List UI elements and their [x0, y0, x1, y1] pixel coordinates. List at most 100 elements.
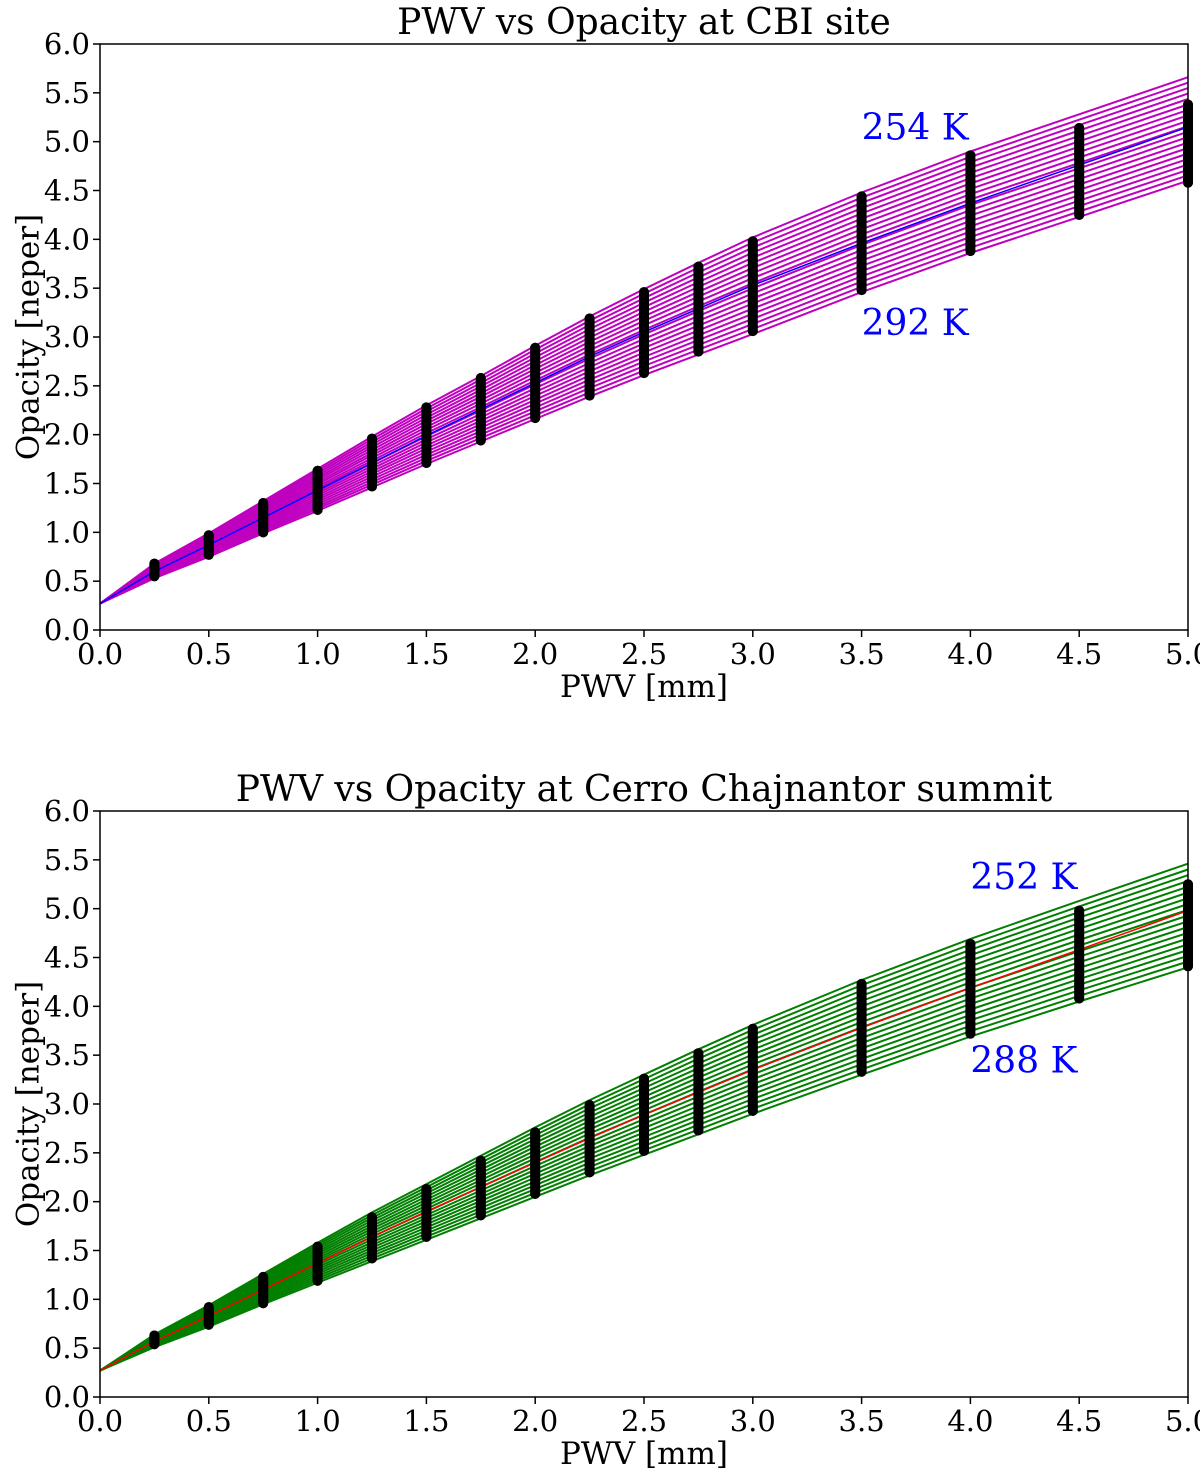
temperature-label: 252 K: [970, 857, 1078, 898]
marker-point: [693, 261, 704, 272]
y-tick-label: 4.0: [44, 989, 90, 1023]
x-tick-label: 3.5: [839, 1404, 885, 1438]
temperature-annotations: 254 K 292 K: [862, 108, 970, 344]
marker-point: [856, 191, 867, 202]
x-tick-label: 0.0: [77, 637, 123, 671]
marker-point: [530, 1127, 541, 1138]
marker-point: [530, 342, 541, 353]
x-tick-label: 0.0: [77, 1404, 123, 1438]
y-tick-label: 3.5: [44, 271, 90, 305]
x-tick-label: 1.5: [403, 637, 449, 671]
x-tick-label: 0.5: [186, 1404, 232, 1438]
marker-point: [1074, 122, 1085, 133]
y-tick-label: 2.5: [44, 369, 90, 403]
marker-point: [1074, 905, 1085, 916]
y-tick-label: 0.5: [44, 564, 90, 598]
y-tick-label: 0.5: [44, 1331, 90, 1365]
marker-point: [367, 1212, 377, 1223]
y-tick-label: 5.5: [44, 76, 90, 110]
y-tick-label: 6.0: [44, 27, 90, 61]
temperature-curve: [99, 174, 1189, 605]
temperature-curve: [99, 960, 1189, 1372]
x-tick-label: 4.0: [947, 1404, 993, 1438]
marker-point: [258, 498, 269, 509]
y-axis-label: Opacity [neper]: [11, 214, 47, 460]
x-tick-label: 2.0: [512, 637, 558, 671]
temperature-label: 288 K: [970, 1041, 1078, 1082]
x-tick-label: 2.5: [621, 637, 667, 671]
y-tick-label: 3.5: [44, 1038, 90, 1072]
x-tick-label: 1.0: [295, 637, 341, 671]
chart-cerro-chajnantor-summit: 0.0 0.5 1.0 1.5 2.0 2.5 3.0 3.5 4.0 4.5 5.0 0.0 0.5…: [11, 769, 1200, 1472]
marker-point: [965, 938, 976, 949]
chart-plot-area: [99, 862, 1193, 1372]
x-axis-ticks: 0.0 0.5 1.0 1.5 2.0 2.5 3.0 3.5 4.0 4.5 5.0: [77, 630, 1200, 671]
y-axis-label: Opacity [neper]: [11, 981, 47, 1227]
marker-point: [475, 373, 486, 384]
marker-point: [203, 1302, 214, 1313]
marker-point: [584, 1099, 595, 1110]
x-tick-label: 3.5: [839, 637, 885, 671]
temperature-curve: [99, 966, 1189, 1372]
marker-point: [421, 402, 432, 413]
y-tick-label: 4.0: [44, 222, 90, 256]
x-tick-label: 3.0: [730, 637, 776, 671]
y-tick-label: 1.0: [44, 1282, 90, 1316]
marker-point: [258, 1271, 269, 1282]
y-tick-label: 5.0: [44, 125, 90, 159]
x-tick-label: 4.5: [1056, 1404, 1102, 1438]
temperature-label: 292 K: [862, 303, 970, 344]
x-tick-label: 2.0: [512, 1404, 558, 1438]
marker-point: [367, 433, 377, 444]
y-axis-ticks: 0.0 0.5 1.0 1.5 2.0 2.5 3.0 3.5 4.0 4.5 5.0 5.5 6.0: [44, 794, 100, 1414]
marker-columns: [149, 99, 1193, 582]
y-tick-label: 4.5: [44, 174, 90, 208]
x-tick-label: 4.5: [1056, 637, 1102, 671]
y-tick-label: 2.0: [44, 1185, 90, 1219]
y-tick-label: 3.0: [44, 1087, 90, 1121]
x-tick-label: 3.0: [730, 1404, 776, 1438]
x-tick-label: 1.0: [295, 1404, 341, 1438]
marker-point: [475, 1155, 486, 1166]
marker-point: [639, 1073, 649, 1084]
x-tick-label: 0.5: [186, 637, 232, 671]
x-tick-label: 2.5: [621, 1404, 667, 1438]
marker-point: [856, 978, 867, 989]
marker-point: [584, 313, 595, 324]
y-tick-label: 1.0: [44, 515, 90, 549]
chart-title: PWV vs Opacity at Cerro Chajnantor summi…: [236, 769, 1053, 810]
x-tick-label: 4.0: [947, 637, 993, 671]
marker-point: [203, 530, 214, 541]
y-tick-label: 4.5: [44, 941, 90, 975]
x-tick-label: 5.0: [1165, 1404, 1200, 1438]
y-tick-label: 0.0: [44, 613, 90, 647]
marker-point: [149, 1330, 160, 1341]
y-tick-label: 0.0: [44, 1380, 90, 1414]
x-axis-label: PWV [mm]: [560, 669, 728, 705]
y-tick-label: 1.5: [44, 1234, 90, 1268]
marker-point: [149, 558, 160, 569]
marker-point: [421, 1183, 432, 1194]
temperature-label: 254 K: [862, 108, 970, 149]
marker-point: [693, 1048, 704, 1059]
x-tick-label: 1.5: [403, 1404, 449, 1438]
chart-cbi-site: 0.0 0.5 1.0 1.5 2.0 2.5 3.0 3.5 4.0 4.5 5.0 0.0 0.5…: [11, 2, 1200, 705]
y-tick-label: 5.0: [44, 892, 90, 926]
marker-point: [747, 1023, 758, 1034]
y-tick-label: 5.5: [44, 843, 90, 877]
y-tick-label: 6.0: [44, 794, 90, 828]
x-axis-label: PWV [mm]: [560, 1436, 728, 1472]
y-axis-ticks: 0.0 0.5 1.0 1.5 2.0 2.5 3.0 3.5 4.0 4.5 5.0 5.5 6.0: [44, 27, 100, 647]
temperature-annotations: 252 K 288 K: [970, 857, 1078, 1082]
x-tick-label: 5.0: [1165, 637, 1200, 671]
temperature-curve: [99, 179, 1189, 605]
marker-point: [965, 150, 976, 161]
y-tick-label: 2.0: [44, 418, 90, 452]
y-tick-label: 1.5: [44, 467, 90, 501]
y-tick-label: 2.5: [44, 1136, 90, 1170]
marker-point: [747, 236, 758, 247]
chart-title: PWV vs Opacity at CBI site: [397, 2, 891, 43]
chart-plot-area: [99, 76, 1193, 605]
y-tick-label: 3.0: [44, 320, 90, 354]
